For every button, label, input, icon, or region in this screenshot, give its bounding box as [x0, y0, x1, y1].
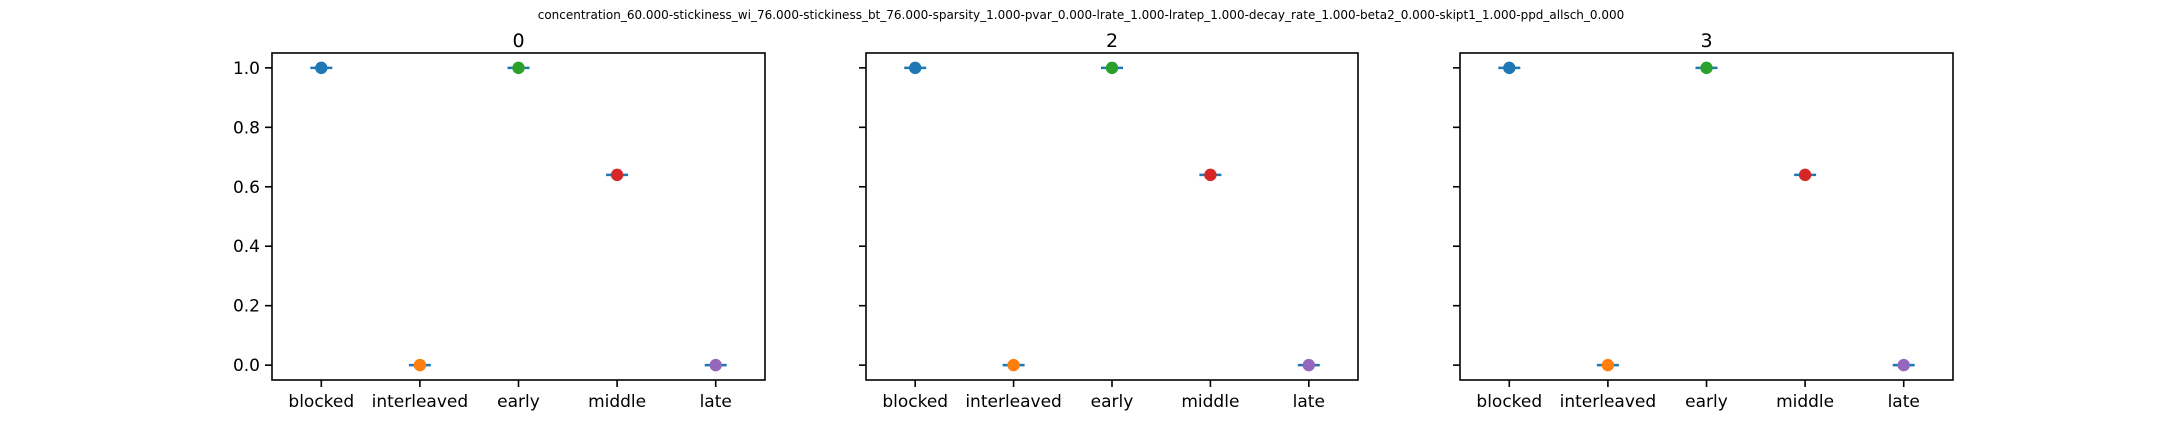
data-point-blocked: [315, 61, 328, 75]
y-tick-label: 0.4: [233, 237, 260, 257]
data-point-interleaved: [413, 358, 427, 372]
y-tick-label: 1.0: [233, 59, 260, 79]
panel-title: 3: [1700, 30, 1712, 52]
y-tick-label: 0.0: [233, 356, 260, 376]
y-tick-label: 0.8: [233, 118, 260, 138]
x-tick-label: blocked: [288, 392, 354, 412]
data-point-interleaved: [1007, 358, 1020, 372]
data-point-blocked: [1503, 61, 1516, 75]
x-tick-label: middle: [1776, 392, 1834, 412]
data-point-middle: [1204, 168, 1217, 182]
data-point-middle: [1798, 168, 1812, 182]
x-tick-label: interleaved: [1560, 392, 1657, 412]
chart-panel-1: 2 blocked interleaved early middle late: [859, 30, 1359, 412]
x-tick-label: blocked: [1476, 392, 1542, 412]
x-tick-label: interleaved: [965, 392, 1062, 412]
data-point-early: [1105, 61, 1119, 75]
panels: 0 0.0 0.2 0.4 0.6 0.8 1.0 blocked interleaved ear…: [233, 30, 1954, 412]
y-tick-label: 0.2: [233, 297, 260, 317]
figure-suptitle: concentration_60.000-stickiness_wi_76.00…: [538, 8, 1625, 22]
x-tick-label: early: [1091, 392, 1134, 412]
data-point-interleaved: [1601, 358, 1615, 372]
x-tick-label: early: [497, 392, 540, 412]
chart-panel-0: 0 0.0 0.2 0.4 0.6 0.8 1.0 blocked interleaved ear…: [233, 30, 766, 412]
data-point-late: [1302, 358, 1316, 372]
x-tick-label: middle: [1181, 392, 1239, 412]
x-tick-label: late: [1293, 392, 1325, 412]
panel-title: 0: [512, 30, 524, 52]
data-point-late: [709, 358, 722, 372]
x-tick-label: blocked: [882, 392, 948, 412]
x-tick-label: interleaved: [372, 392, 469, 412]
data-point-early: [1700, 61, 1713, 75]
axes-frame: [865, 52, 1359, 381]
axes-frame: [271, 52, 766, 381]
chart-panel-2: 3 blocked interleaved early middle late: [1453, 30, 1954, 412]
data-point-early: [512, 61, 525, 75]
x-tick-label: late: [1888, 392, 1920, 412]
x-tick-label: middle: [588, 392, 646, 412]
x-tick-label: early: [1685, 392, 1728, 412]
data-point-middle: [610, 168, 624, 182]
data-point-late: [1897, 358, 1910, 372]
panel-title: 2: [1106, 30, 1118, 52]
x-tick-label: late: [700, 392, 732, 412]
data-point-blocked: [909, 61, 922, 75]
y-tick-label: 0.6: [233, 178, 260, 198]
axes-frame: [1459, 52, 1954, 381]
